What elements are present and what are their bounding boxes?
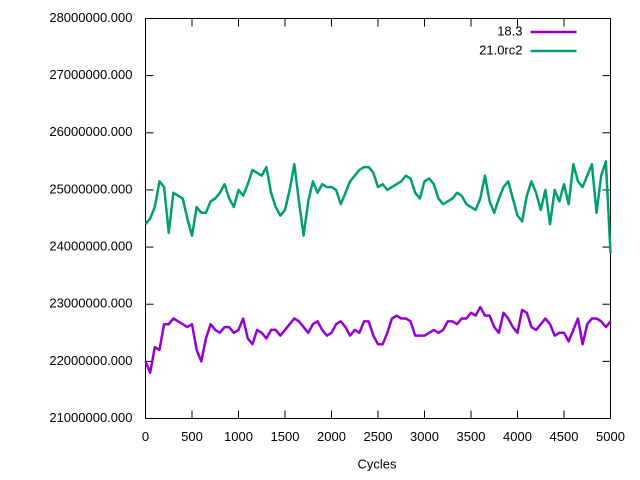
x-tick-label: 4000 bbox=[503, 429, 532, 444]
x-tick-label: 2000 bbox=[317, 429, 346, 444]
x-tick-label: 1500 bbox=[271, 429, 300, 444]
legend-label: 21.0rc2 bbox=[479, 42, 522, 57]
x-tick-label: 4500 bbox=[550, 429, 579, 444]
y-tick-label: 21000000.000 bbox=[49, 410, 132, 425]
y-tick-label: 28000000.000 bbox=[49, 10, 132, 25]
x-tick-label: 1000 bbox=[224, 429, 253, 444]
y-tick-label: 27000000.000 bbox=[49, 67, 132, 82]
x-tick-label: 5000 bbox=[596, 429, 625, 444]
series-line bbox=[144, 160, 612, 253]
x-tick-label: 3500 bbox=[457, 429, 486, 444]
x-tick-label: 0 bbox=[142, 429, 149, 444]
x-tick-label: 500 bbox=[181, 429, 203, 444]
x-tick-label: 2500 bbox=[364, 429, 393, 444]
legend-label: 18.3 bbox=[497, 23, 522, 38]
y-tick-label: 26000000.000 bbox=[49, 124, 132, 139]
y-tick-label: 24000000.000 bbox=[49, 239, 132, 254]
y-tick-label: 22000000.000 bbox=[49, 353, 132, 368]
series-line bbox=[144, 305, 612, 375]
x-tick-label: 3000 bbox=[410, 429, 439, 444]
y-tick-label: 23000000.000 bbox=[49, 296, 132, 311]
x-axis-label: Cycles bbox=[357, 456, 397, 471]
y-tick-label: 25000000.000 bbox=[49, 181, 132, 196]
